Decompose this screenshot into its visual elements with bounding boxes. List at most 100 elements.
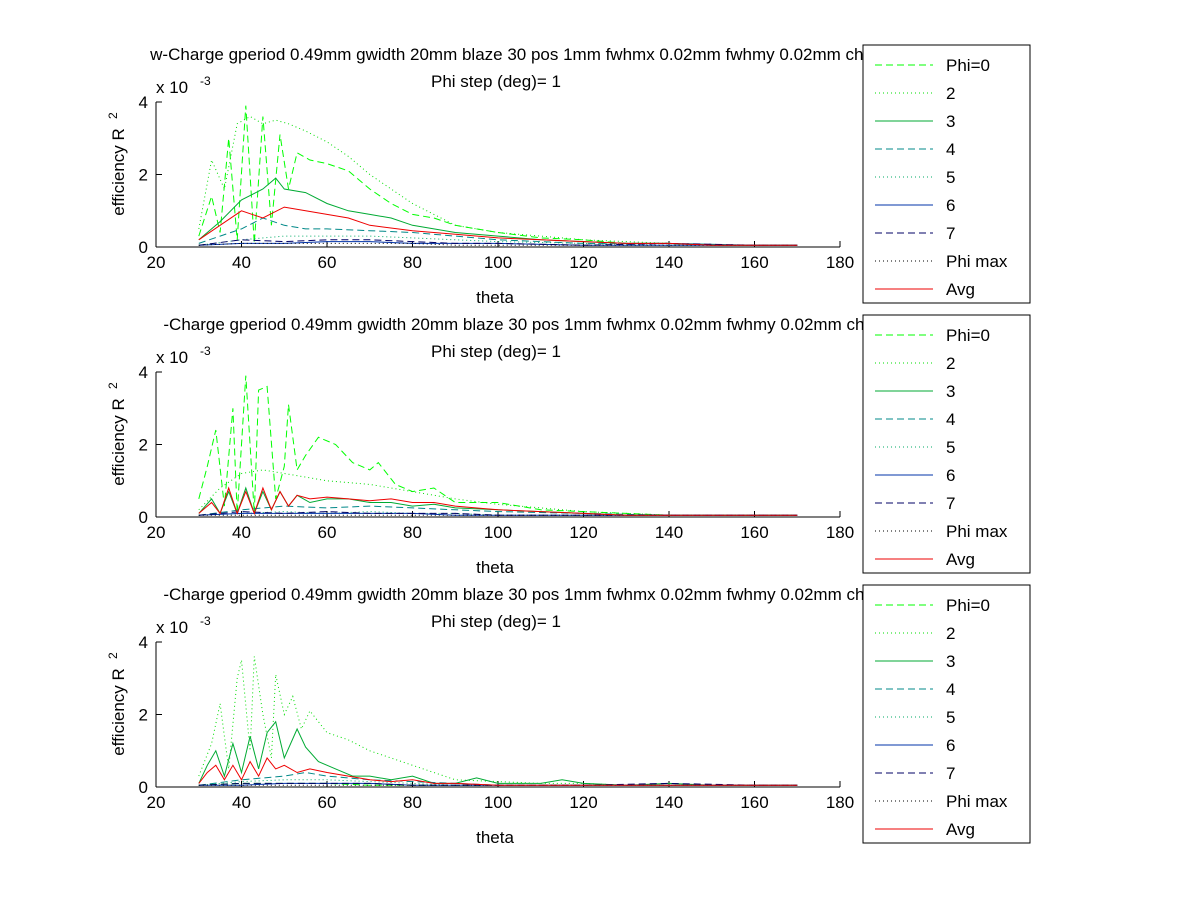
x-tick-label: 80 bbox=[403, 793, 422, 812]
subplot-3: -Charge gperiod 0.49mm gwidth 20mm blaze… bbox=[106, 584, 1031, 847]
x-tick-label: 180 bbox=[826, 793, 854, 812]
legend: Phi=0 2 3 4 5 6 7 Phi max Avg bbox=[862, 44, 1031, 304]
series-line-2 bbox=[198, 656, 798, 786]
legend-label-3: 3 bbox=[946, 652, 955, 671]
legend-label-7: 7 bbox=[946, 764, 955, 783]
legend-label-6: 6 bbox=[946, 466, 955, 485]
legend-label-7: 7 bbox=[946, 224, 955, 243]
x-tick-label: 120 bbox=[569, 253, 597, 272]
x-tick-label: 100 bbox=[484, 523, 512, 542]
y-scale-exponent: -3 bbox=[200, 74, 211, 88]
legend: Phi=0 2 3 4 5 6 7 Phi max Avg bbox=[862, 584, 1031, 844]
chart-subtitle: Phi step (deg)= 1 bbox=[431, 612, 561, 631]
x-tick-label: 40 bbox=[232, 523, 251, 542]
y-tick-label: 4 bbox=[139, 363, 148, 382]
legend-label-6: 6 bbox=[946, 196, 955, 215]
legend-label-9: Avg bbox=[946, 550, 975, 569]
series-line-9 bbox=[198, 757, 798, 786]
x-tick-label: 80 bbox=[403, 253, 422, 272]
y-tick-label: 0 bbox=[139, 238, 148, 257]
x-tick-label: 160 bbox=[740, 523, 768, 542]
series-line-4 bbox=[198, 217, 798, 246]
y-scale-exponent: -3 bbox=[200, 614, 211, 628]
legend-label-1: Phi=0 bbox=[946, 326, 990, 345]
legend-label-4: 4 bbox=[946, 410, 955, 429]
x-tick-label: 20 bbox=[147, 523, 166, 542]
series-line-2 bbox=[198, 115, 798, 246]
legend-label-1: Phi=0 bbox=[946, 596, 990, 615]
x-tick-label: 60 bbox=[318, 523, 337, 542]
legend-label-5: 5 bbox=[946, 168, 955, 187]
x-tick-label: 180 bbox=[826, 253, 854, 272]
legend-label-6: 6 bbox=[946, 736, 955, 755]
legend-label-3: 3 bbox=[946, 112, 955, 131]
x-tick-label: 140 bbox=[655, 793, 683, 812]
y-axis-label-superscript: 2 bbox=[106, 652, 120, 659]
x-tick-label: 160 bbox=[740, 793, 768, 812]
x-tick-label: 40 bbox=[232, 253, 251, 272]
x-tick-label: 160 bbox=[740, 253, 768, 272]
x-tick-label: 20 bbox=[147, 253, 166, 272]
legend-box bbox=[862, 584, 1031, 844]
y-scale-label: x 10 bbox=[156, 348, 188, 367]
y-axis-label-superscript: 2 bbox=[106, 112, 120, 119]
legend-label-5: 5 bbox=[946, 438, 955, 457]
x-tick-label: 60 bbox=[318, 793, 337, 812]
legend-label-9: Avg bbox=[946, 820, 975, 839]
legend-label-5: 5 bbox=[946, 708, 955, 727]
x-tick-label: 140 bbox=[655, 523, 683, 542]
legend-box bbox=[862, 44, 1031, 304]
x-tick-label: 120 bbox=[569, 523, 597, 542]
series-line-1 bbox=[198, 105, 798, 246]
legend-box bbox=[862, 314, 1031, 574]
x-tick-label: 140 bbox=[655, 253, 683, 272]
y-tick-label: 4 bbox=[139, 93, 148, 112]
y-scale-exponent: -3 bbox=[200, 344, 211, 358]
legend-label-1: Phi=0 bbox=[946, 56, 990, 75]
series-line-9 bbox=[198, 486, 798, 516]
series-line-8 bbox=[198, 242, 798, 246]
y-axis-label: efficiency R bbox=[109, 398, 128, 486]
y-tick-label: 2 bbox=[139, 166, 148, 185]
series-line-3 bbox=[198, 720, 798, 786]
x-axis-label: theta bbox=[476, 828, 514, 847]
x-tick-label: 100 bbox=[484, 793, 512, 812]
y-scale-label: x 10 bbox=[156, 78, 188, 97]
legend-label-8: Phi max bbox=[946, 252, 1008, 271]
y-axis-label: efficiency R bbox=[109, 668, 128, 756]
x-tick-label: 180 bbox=[826, 523, 854, 542]
legend-label-4: 4 bbox=[946, 140, 955, 159]
legend-label-8: Phi max bbox=[946, 522, 1008, 541]
series-line-7 bbox=[198, 782, 798, 786]
legend-label-2: 2 bbox=[946, 624, 955, 643]
legend: Phi=0 2 3 4 5 6 7 Phi max Avg bbox=[862, 314, 1031, 574]
subplot-1: w-Charge gperiod 0.49mm gwidth 20mm blaz… bbox=[106, 44, 1031, 307]
x-tick-label: 100 bbox=[484, 253, 512, 272]
y-tick-label: 2 bbox=[139, 706, 148, 725]
y-tick-label: 4 bbox=[139, 633, 148, 652]
chart-title: -Charge gperiod 0.49mm gwidth 20mm blaze… bbox=[163, 315, 1016, 334]
legend-label-8: Phi max bbox=[946, 792, 1008, 811]
y-scale-label: x 10 bbox=[156, 618, 188, 637]
y-tick-label: 0 bbox=[139, 778, 148, 797]
x-tick-label: 120 bbox=[569, 793, 597, 812]
series-line-4 bbox=[198, 771, 798, 786]
legend-label-4: 4 bbox=[946, 680, 955, 699]
y-tick-label: 0 bbox=[139, 508, 148, 527]
y-axis-label-superscript: 2 bbox=[106, 382, 120, 389]
x-tick-label: 80 bbox=[403, 523, 422, 542]
series-line-9 bbox=[198, 206, 798, 246]
x-axis-label: theta bbox=[476, 558, 514, 577]
legend-label-7: 7 bbox=[946, 494, 955, 513]
chart-subtitle: Phi step (deg)= 1 bbox=[431, 342, 561, 361]
subplot-2: -Charge gperiod 0.49mm gwidth 20mm blaze… bbox=[106, 314, 1031, 577]
legend-label-2: 2 bbox=[946, 84, 955, 103]
y-tick-label: 2 bbox=[139, 436, 148, 455]
x-tick-label: 40 bbox=[232, 793, 251, 812]
legend-label-9: Avg bbox=[946, 280, 975, 299]
series-line-2 bbox=[198, 469, 798, 516]
chart-subtitle: Phi step (deg)= 1 bbox=[431, 72, 561, 91]
x-axis-label: theta bbox=[476, 288, 514, 307]
x-tick-label: 20 bbox=[147, 793, 166, 812]
